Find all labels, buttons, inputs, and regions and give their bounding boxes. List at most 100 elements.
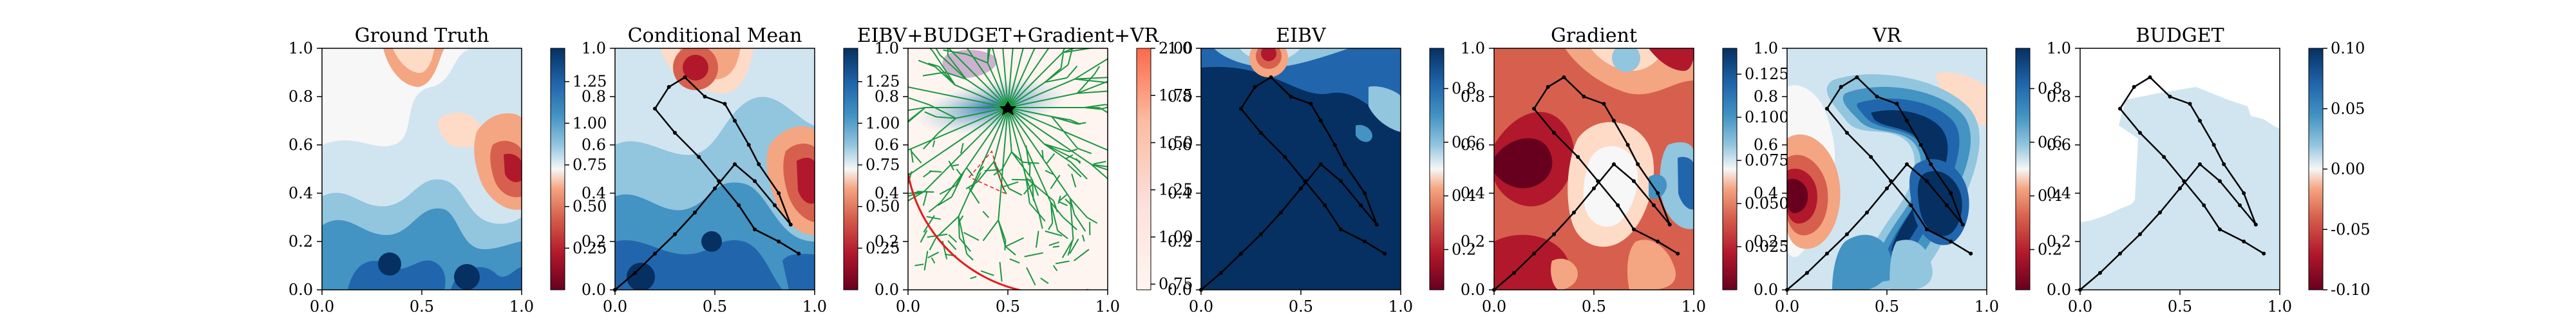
tree-branch — [1108, 52, 1129, 58]
panel-title: EIBV — [1276, 24, 1327, 47]
colorbar-tick-label: 0.25 — [866, 239, 900, 257]
path-layer — [1492, 75, 1680, 292]
heatmap-area — [322, 48, 522, 290]
tree-branch — [1093, 160, 1106, 165]
tree-branch — [1045, 230, 1063, 237]
tree-branch — [986, 8, 1001, 24]
tree-branch — [938, 117, 956, 134]
colorbar-bar — [1429, 48, 1444, 290]
trajectory-point — [1652, 203, 1656, 207]
trajectory-point — [777, 240, 781, 243]
tree-branch — [1074, 77, 1108, 80]
tree-branch — [970, 276, 977, 279]
trajectory-point — [1343, 162, 1347, 166]
trajectory-point — [1332, 143, 1337, 147]
tree-branch — [1007, 107, 1052, 203]
tree-branch — [908, 107, 926, 124]
trajectory-point — [1612, 118, 1616, 123]
tree-branch — [976, 161, 994, 183]
tree-branch — [1111, 65, 1124, 80]
budget-ellipse — [908, 173, 1088, 290]
tree-branch — [1069, 9, 1087, 18]
colorbar-tick-label: 0.4 — [1452, 187, 1476, 205]
tree-branch — [935, 48, 941, 55]
trajectory-point — [753, 179, 757, 184]
colorbar-tick-label: 0.10 — [2331, 39, 2365, 57]
tree-branch — [1059, 193, 1068, 202]
tree-branch — [1051, 116, 1078, 149]
tree-branch — [971, 172, 981, 191]
tree-branch — [861, 144, 875, 147]
tree-branch — [1025, 178, 1030, 204]
tree-branch — [1084, 104, 1106, 108]
colorbar-tick-label: 0.05 — [2331, 100, 2365, 118]
colorbar-bar — [843, 48, 858, 290]
colorbar-tick-label: 1.75 — [1159, 86, 1193, 104]
tree-branch — [976, 166, 985, 175]
tree-branch — [947, 240, 957, 251]
x-tick-label: 1.0 — [1095, 298, 1120, 316]
tree-branch — [1074, 78, 1108, 84]
colorbar: 0.25 0.50 0.75 1.00 1.25 — [843, 48, 900, 290]
panel-title: Gradient — [1551, 24, 1637, 47]
heatmap-area — [1201, 48, 1401, 290]
x-tick-label: 0.0 — [603, 298, 627, 316]
colorbar-tick-label: 0.025 — [1745, 238, 1789, 256]
tree-branch — [1074, 214, 1086, 232]
colorbar: -0.10 -0.05 0.00 0.05 0.10 — [2308, 39, 2371, 299]
axes-ticks: 0.0 0.5 1.0 0.0 0.2 0.4 0.6 0.8 1.0 — [1461, 39, 1706, 316]
trajectory-point — [1905, 118, 1909, 123]
trajectory-point — [1259, 232, 1263, 236]
path-layer — [1785, 75, 1973, 292]
trajectory-point — [2198, 118, 2202, 123]
tree-branch — [1065, 154, 1074, 160]
trajectory-point — [697, 155, 701, 159]
colorbar: 0.2 0.4 0.6 0.8 — [1429, 48, 1476, 290]
tree-branch — [956, 168, 963, 177]
tree-branch — [923, 107, 1009, 193]
axes-ticks: 0.0 0.5 1.0 0.0 0.2 0.4 0.6 0.8 1.0 — [582, 39, 827, 316]
trajectory-line — [2079, 76, 2264, 290]
tree-branch — [1066, 65, 1078, 79]
colorbar-tick-label: 0.75 — [573, 156, 607, 174]
tree-branch — [920, 230, 928, 243]
trajectory-point — [1905, 162, 1909, 166]
tree-branch — [963, 107, 1009, 172]
tree-branch — [1050, 202, 1059, 231]
tree-branch — [1068, 148, 1077, 153]
tree-branch — [923, 215, 935, 233]
trajectory-point — [713, 186, 717, 191]
y-tick-label: 0.6 — [582, 136, 606, 154]
trajectory-point — [1269, 75, 1273, 79]
tree-branch — [1045, 77, 1067, 83]
tree-branch — [1069, 0, 1083, 18]
colorbar-tick-label: 0.050 — [1745, 194, 1789, 213]
panel-ground-truth: Ground Truth 0.0 0.5 1.0 0.0 0.2 0.4 0.6 0.8 1.0… — [289, 24, 607, 316]
tree-branch — [1078, 48, 1094, 51]
tree-branch — [966, 48, 1009, 108]
y-tick-label: 0.8 — [2047, 88, 2071, 106]
trajectory-point — [2218, 179, 2222, 184]
y-tick-label: 0.2 — [289, 232, 313, 251]
tree-branch — [1091, 164, 1108, 180]
tree-branch — [935, 216, 960, 239]
x-tick-label: 1.0 — [802, 298, 827, 316]
y-tick-label: 0.4 — [1754, 184, 1778, 202]
candidate-triangle — [968, 150, 1006, 194]
tree-branch — [1077, 122, 1086, 125]
trajectory-point — [1656, 191, 1660, 195]
y-tick-label: 0.0 — [2047, 281, 2071, 299]
trajectory-point — [797, 251, 801, 256]
tree-branch — [1107, 90, 1108, 92]
tree-branch — [932, 140, 936, 147]
y-tick-label: 0.8 — [1461, 88, 1485, 106]
tree-branch — [947, 55, 967, 80]
trajectory-point — [1383, 251, 1387, 256]
trajectory-point — [1552, 232, 1556, 236]
colorbar-tick-label: 0.50 — [866, 198, 900, 216]
tree-branch — [963, 232, 980, 241]
tree-branch — [1065, 198, 1073, 207]
trajectory-point — [1239, 106, 1243, 111]
axes-ticks: 0.0 0.5 1.0 0.0 0.2 0.4 0.6 0.8 1.0 — [1754, 39, 1999, 316]
